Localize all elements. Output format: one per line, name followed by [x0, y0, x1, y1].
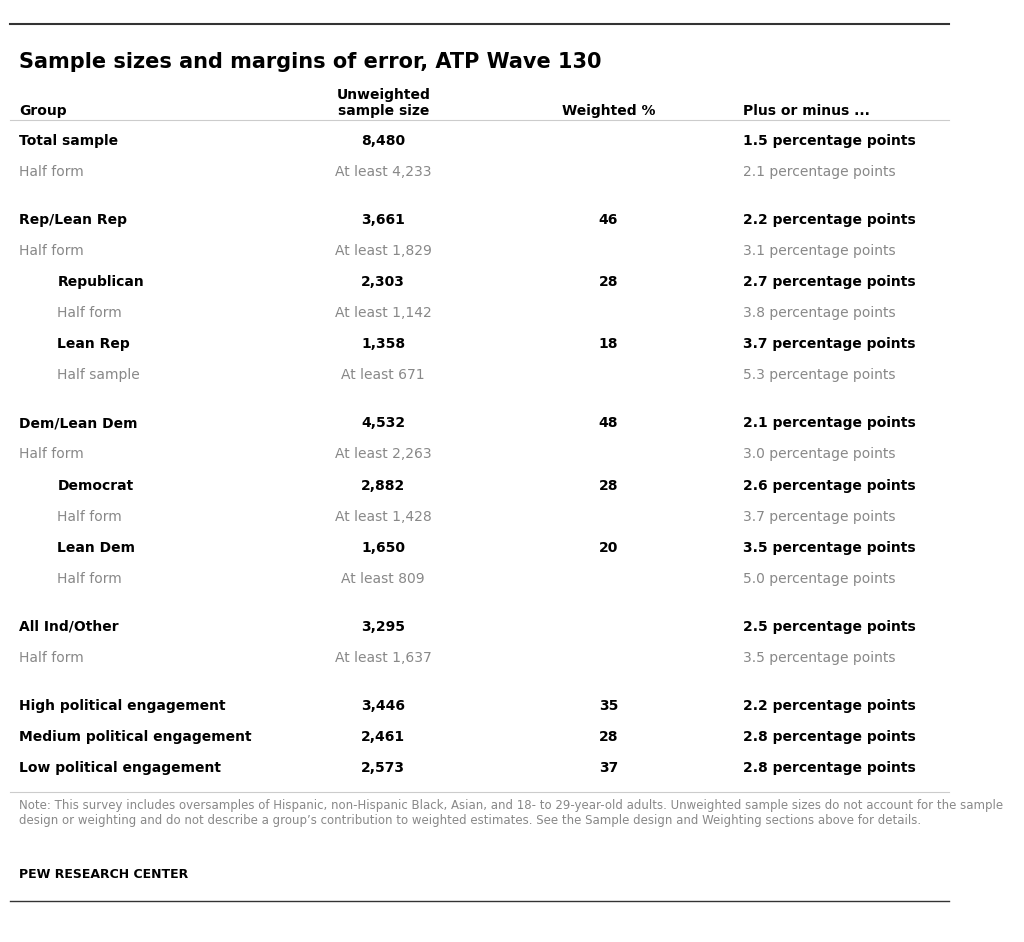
- Text: At least 1,829: At least 1,829: [335, 244, 432, 258]
- Text: 2,461: 2,461: [361, 730, 406, 744]
- Text: Republican: Republican: [57, 275, 144, 289]
- Text: 20: 20: [599, 541, 618, 555]
- Text: 2.2 percentage points: 2.2 percentage points: [742, 213, 915, 227]
- Text: 3,661: 3,661: [361, 213, 406, 227]
- Text: 3.7 percentage points: 3.7 percentage points: [742, 510, 895, 524]
- Text: 2,303: 2,303: [361, 275, 406, 289]
- Text: 37: 37: [599, 761, 618, 775]
- Text: 18: 18: [599, 337, 618, 351]
- Text: Weighted %: Weighted %: [562, 104, 655, 118]
- Text: 2.8 percentage points: 2.8 percentage points: [742, 761, 915, 775]
- Text: 48: 48: [599, 416, 618, 430]
- Text: Democrat: Democrat: [57, 479, 134, 493]
- Text: 28: 28: [599, 479, 618, 493]
- Text: Sample sizes and margins of error, ATP Wave 130: Sample sizes and margins of error, ATP W…: [19, 52, 602, 72]
- Text: 4,532: 4,532: [361, 416, 406, 430]
- Text: Half form: Half form: [57, 510, 122, 524]
- Text: 2.8 percentage points: 2.8 percentage points: [742, 730, 915, 744]
- Text: 2.1 percentage points: 2.1 percentage points: [742, 416, 915, 430]
- Text: Half form: Half form: [19, 651, 84, 665]
- Text: Group: Group: [19, 104, 67, 118]
- Text: At least 671: At least 671: [341, 368, 425, 382]
- Text: 2.2 percentage points: 2.2 percentage points: [742, 699, 915, 713]
- Text: Lean Rep: Lean Rep: [57, 337, 130, 351]
- Text: 28: 28: [599, 730, 618, 744]
- Text: 3.8 percentage points: 3.8 percentage points: [742, 306, 895, 320]
- Text: 3,295: 3,295: [361, 620, 406, 634]
- Text: 2.6 percentage points: 2.6 percentage points: [742, 479, 915, 493]
- Text: Medium political engagement: Medium political engagement: [19, 730, 252, 744]
- Text: 3.5 percentage points: 3.5 percentage points: [742, 541, 915, 555]
- Text: Dem/Lean Dem: Dem/Lean Dem: [19, 416, 137, 430]
- Text: 3.5 percentage points: 3.5 percentage points: [742, 651, 895, 665]
- Text: Half form: Half form: [57, 572, 122, 586]
- Text: Unweighted
sample size: Unweighted sample size: [336, 88, 430, 118]
- Text: 1,650: 1,650: [361, 541, 406, 555]
- Text: 5.0 percentage points: 5.0 percentage points: [742, 572, 895, 586]
- Text: Half form: Half form: [57, 306, 122, 320]
- Text: High political engagement: High political engagement: [19, 699, 225, 713]
- Text: All Ind/Other: All Ind/Other: [19, 620, 119, 634]
- Text: 3,446: 3,446: [361, 699, 406, 713]
- Text: 1,358: 1,358: [361, 337, 406, 351]
- Text: At least 809: At least 809: [341, 572, 425, 586]
- Text: At least 1,428: At least 1,428: [335, 510, 432, 524]
- Text: Low political engagement: Low political engagement: [19, 761, 221, 775]
- Text: 5.3 percentage points: 5.3 percentage points: [742, 368, 895, 382]
- Text: Plus or minus ...: Plus or minus ...: [742, 104, 869, 118]
- Text: 2.7 percentage points: 2.7 percentage points: [742, 275, 915, 289]
- Text: 2.5 percentage points: 2.5 percentage points: [742, 620, 915, 634]
- Text: Lean Dem: Lean Dem: [57, 541, 135, 555]
- Text: At least 2,263: At least 2,263: [335, 447, 431, 462]
- Text: 35: 35: [599, 699, 618, 713]
- Text: 3.0 percentage points: 3.0 percentage points: [742, 447, 895, 462]
- Text: Half form: Half form: [19, 447, 84, 462]
- Text: 46: 46: [599, 213, 618, 227]
- Text: 28: 28: [599, 275, 618, 289]
- Text: PEW RESEARCH CENTER: PEW RESEARCH CENTER: [19, 868, 188, 881]
- Text: Half sample: Half sample: [57, 368, 140, 382]
- Text: At least 1,142: At least 1,142: [335, 306, 432, 320]
- Text: 2,573: 2,573: [361, 761, 406, 775]
- Text: 2,882: 2,882: [361, 479, 406, 493]
- Text: 3.7 percentage points: 3.7 percentage points: [742, 337, 915, 351]
- Text: At least 4,233: At least 4,233: [335, 165, 431, 179]
- Text: 8,480: 8,480: [361, 134, 406, 148]
- Text: At least 1,637: At least 1,637: [335, 651, 432, 665]
- Text: Total sample: Total sample: [19, 134, 119, 148]
- Text: Half form: Half form: [19, 244, 84, 258]
- Text: 2.1 percentage points: 2.1 percentage points: [742, 165, 895, 179]
- Text: 3.1 percentage points: 3.1 percentage points: [742, 244, 895, 258]
- Text: Half form: Half form: [19, 165, 84, 179]
- Text: Note: This survey includes oversamples of Hispanic, non-Hispanic Black, Asian, a: Note: This survey includes oversamples o…: [19, 799, 1004, 827]
- Text: 1.5 percentage points: 1.5 percentage points: [742, 134, 915, 148]
- Text: Rep/Lean Rep: Rep/Lean Rep: [19, 213, 127, 227]
